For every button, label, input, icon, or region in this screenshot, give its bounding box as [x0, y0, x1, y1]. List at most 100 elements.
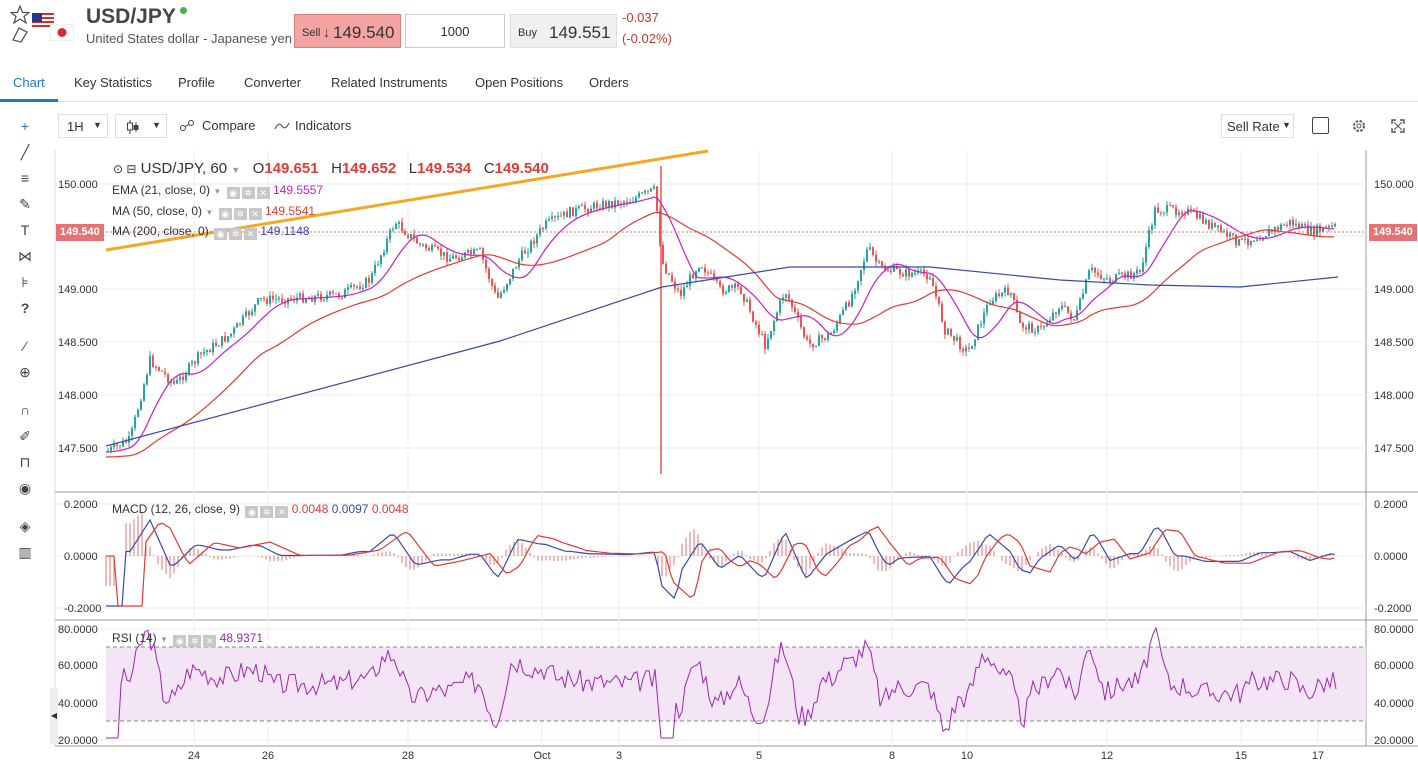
candle-body	[791, 299, 793, 308]
tab-related-instruments[interactable]: Related Instruments	[331, 75, 448, 90]
candle-body	[800, 317, 802, 328]
eye-icon[interactable]: ◉	[245, 506, 259, 518]
buy-button[interactable]: Buy 149.551	[510, 14, 617, 48]
gear-icon[interactable]: ✲	[241, 187, 255, 199]
close-icon[interactable]: ✕	[256, 187, 270, 199]
zoom-icon[interactable]: ⊕	[19, 364, 31, 380]
candle-body	[965, 347, 967, 352]
candle-body	[380, 255, 382, 265]
candle-body	[1178, 212, 1180, 215]
candle-body	[1151, 225, 1153, 230]
eye-icon[interactable]: ◉	[226, 187, 240, 199]
candle-body	[566, 211, 568, 218]
interval-select[interactable]: 1H ▼	[58, 114, 108, 138]
tab-orders[interactable]: Orders	[589, 75, 629, 90]
text-icon[interactable]: T	[20, 222, 30, 238]
candle-body	[1184, 214, 1186, 216]
candle-body	[614, 200, 616, 208]
candle-body	[668, 273, 670, 275]
eye-icon[interactable]: ◉	[18, 480, 32, 496]
candle-body	[188, 363, 190, 375]
fib-icon[interactable]: ≡	[20, 170, 30, 186]
tab-chart[interactable]: Chart	[13, 75, 45, 90]
x-tick-label: 10	[961, 750, 973, 760]
instrument-header: USD/JPY United States dollar - Japanese …	[0, 0, 1418, 62]
tab-open-positions[interactable]: Open Positions	[475, 75, 564, 90]
lock-draw-icon[interactable]: ✐	[19, 428, 31, 444]
candle-body	[1292, 219, 1294, 226]
candle-body	[1058, 308, 1060, 315]
candle-body	[587, 209, 589, 213]
candle-body	[758, 324, 760, 334]
tab-converter[interactable]: Converter	[244, 75, 302, 90]
rate-mode-select[interactable]: Sell Rate ▼	[1221, 114, 1294, 138]
candle-body	[878, 261, 880, 263]
checkbox-icon[interactable]	[1312, 117, 1329, 134]
candle-body	[833, 330, 835, 334]
candle-body	[812, 343, 814, 348]
close-icon[interactable]: ✕	[244, 228, 258, 240]
compare-button[interactable]: Compare	[202, 118, 256, 133]
candle-body	[251, 311, 253, 316]
pattern-icon[interactable]: ⋈	[18, 248, 32, 264]
candle-body	[1019, 311, 1021, 323]
chart-type-select[interactable]: ▼	[115, 114, 167, 138]
gear-icon[interactable]: ✲	[260, 506, 274, 518]
star-icon[interactable]	[10, 5, 30, 25]
quantity-input[interactable]	[405, 14, 505, 48]
symbol-title: USD/JPY	[86, 5, 176, 28]
drawing-toolbar: + ╱ ≡ ✎ T ⋈ ⊧ ? ⁄ ⊕ ∩ ✐ ⊓ ◉ ◈ ▥	[0, 110, 50, 760]
candle-body	[1145, 246, 1147, 263]
candle-body	[641, 192, 643, 194]
tab-key-statistics[interactable]: Key Statistics	[74, 75, 153, 90]
indicators-button[interactable]: Indicators	[295, 118, 352, 133]
candle-body	[671, 274, 673, 282]
candle-body	[1208, 220, 1210, 229]
ruler-icon[interactable]: ⁄	[23, 338, 27, 354]
lock-icon[interactable]: ⊓	[19, 454, 31, 470]
gear-icon[interactable]: ✲	[233, 208, 247, 220]
price-badge-right: 149.540	[1369, 224, 1417, 241]
candle-body	[110, 446, 112, 451]
candle-body	[731, 285, 733, 288]
fullscreen-icon[interactable]	[1391, 119, 1405, 133]
magnet-icon[interactable]: ∩	[19, 402, 31, 418]
high-value: 149.652	[341, 160, 397, 177]
tab-profile[interactable]: Profile	[178, 75, 215, 90]
candle-body	[437, 246, 439, 249]
close-icon[interactable]: ✕	[275, 506, 289, 518]
candle-body	[590, 208, 592, 213]
candle-body	[278, 298, 280, 300]
candle-body	[419, 243, 421, 245]
candle-body	[596, 202, 598, 209]
brush-icon[interactable]: ✎	[19, 196, 31, 212]
ma50-label: MA (50, close, 0)	[112, 204, 203, 218]
crosshair-icon[interactable]: +	[20, 118, 30, 134]
close-icon[interactable]: ✕	[248, 208, 262, 220]
eye-icon[interactable]: ◉	[173, 635, 187, 647]
y-tick-label-left: 150.000	[58, 179, 98, 191]
candle-body	[269, 295, 271, 304]
collapse-left-handle[interactable]: ◀	[50, 688, 58, 744]
collapse-icon[interactable]: ⊙ ⊟	[113, 162, 137, 176]
eye-icon[interactable]: ◉	[214, 228, 228, 240]
candle-body	[737, 283, 739, 287]
layers-icon[interactable]: ◈	[19, 518, 31, 534]
help-icon[interactable]: ?	[20, 300, 30, 316]
candle-body	[707, 272, 709, 274]
close-icon[interactable]: ✕	[203, 635, 217, 647]
gear-icon[interactable]: ✲	[188, 635, 202, 647]
sell-button[interactable]: Sell ↓ 149.540	[294, 14, 401, 48]
candle-body	[377, 264, 379, 266]
forecast-icon[interactable]: ⊧	[21, 274, 29, 290]
trash-icon[interactable]: ▥	[18, 544, 32, 560]
trend-line-icon[interactable]: ╱	[20, 144, 30, 160]
gear-icon[interactable]	[1351, 118, 1367, 134]
gear-icon[interactable]: ✲	[229, 228, 243, 240]
alert-icon[interactable]	[10, 26, 30, 44]
candle-body	[443, 252, 445, 256]
rsi-tick-label-left: 80.0000	[58, 624, 98, 636]
candle-body	[479, 248, 481, 250]
eye-icon[interactable]: ◉	[218, 208, 232, 220]
